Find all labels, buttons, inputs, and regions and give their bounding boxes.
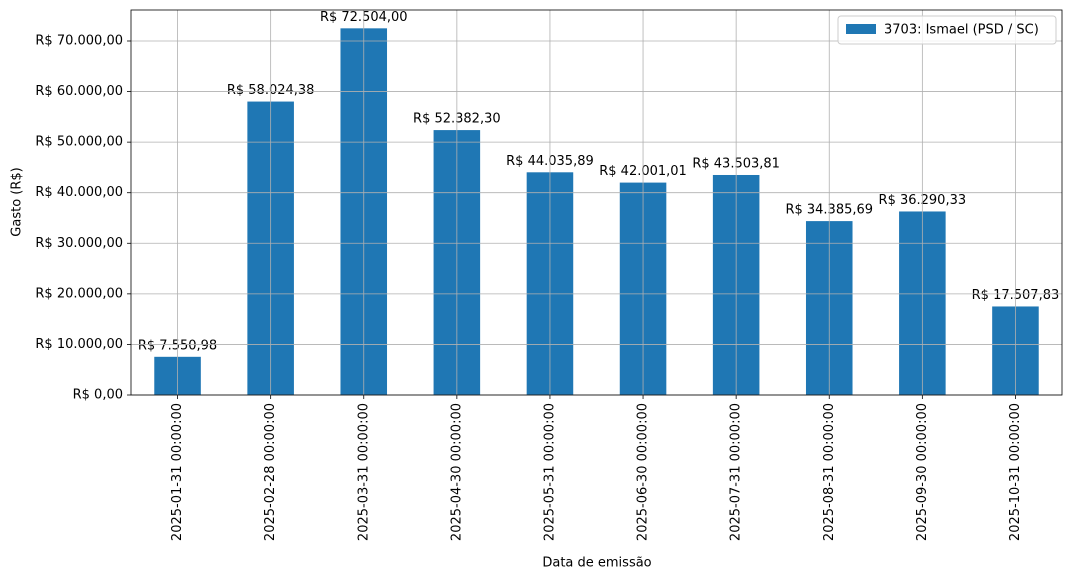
- legend-box: [837, 15, 1057, 45]
- x-tick-label: 2025-10-31 00:00:00: [1008, 403, 1023, 541]
- y-tick-label: R$ 20.000,00: [35, 286, 123, 301]
- y-tick-label: R$ 0,00: [73, 388, 123, 403]
- legend-label: 3703: Ismael (PSD / SC): [884, 23, 1039, 38]
- y-tick-label: R$ 70.000,00: [35, 33, 123, 48]
- plot-frame: [130, 9, 1063, 396]
- x-tick-label: 2025-09-30 00:00:00: [915, 403, 930, 541]
- y-tick-label: R$ 40.000,00: [35, 185, 123, 200]
- y-tick-label: R$ 30.000,00: [35, 236, 123, 251]
- x-tick-label: 2025-01-31 00:00:00: [170, 403, 185, 541]
- y-tick-label: R$ 60.000,00: [35, 84, 123, 99]
- y-tick-label: R$ 10.000,00: [35, 337, 123, 352]
- x-tick-label: 2025-08-31 00:00:00: [822, 403, 837, 541]
- legend-swatch: [846, 24, 876, 34]
- x-tick-label: 2025-04-30 00:00:00: [449, 403, 464, 541]
- x-tick-label: 2025-05-31 00:00:00: [542, 403, 557, 541]
- x-tick-label: 2025-02-28 00:00:00: [263, 403, 278, 541]
- x-tick-label: 2025-03-31 00:00:00: [356, 403, 371, 541]
- x-tick-label: 2025-06-30 00:00:00: [636, 403, 651, 541]
- y-axis-label: Gasto (R$): [10, 167, 25, 236]
- x-tick-label: 2025-07-31 00:00:00: [729, 403, 744, 541]
- x-axis-label: Data de emissão: [542, 556, 651, 571]
- y-tick-label: R$ 50.000,00: [35, 135, 123, 150]
